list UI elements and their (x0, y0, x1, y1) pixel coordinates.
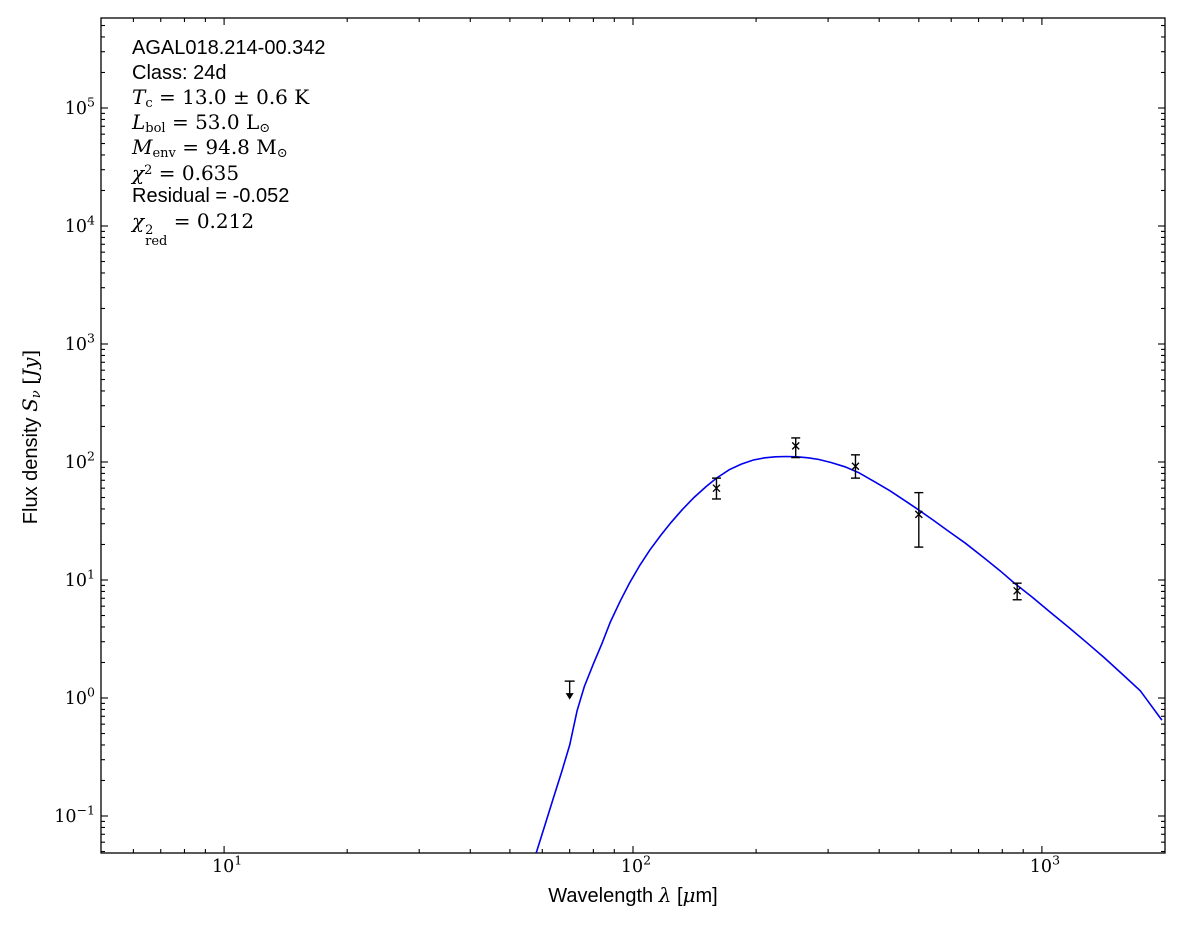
svg-text:104: 104 (65, 212, 95, 237)
svg-text:103: 103 (1030, 853, 1060, 878)
svg-text:10−1: 10−1 (54, 802, 95, 827)
x-minor-ticks (132, 18, 1024, 853)
svg-text:105: 105 (65, 94, 95, 119)
residual-line: Residual = -0.052 (132, 185, 290, 208)
svg-text:102: 102 (65, 448, 95, 473)
data-point-350um (850, 454, 860, 479)
y-axis-label: Flux density Sν [Jy] (18, 349, 44, 525)
data-point-870um (1012, 582, 1022, 601)
luminosity-line: Lbol = 53.0 L⊙ (132, 110, 271, 136)
svg-text:103: 103 (65, 330, 95, 355)
model-curve (535, 455, 1163, 853)
sub-sup-stack: 2 red (145, 223, 168, 250)
upper-limit-marker (564, 680, 575, 700)
svg-text:101: 101 (212, 853, 242, 878)
chi2-line: χ2 = 0.635 (132, 161, 240, 186)
photometry-points (711, 437, 1022, 601)
x-major-ticks (223, 18, 1043, 853)
svg-text:100: 100 (65, 684, 95, 709)
data-point-160um (711, 477, 721, 500)
x-axis-label: Wavelength λ [μm] (548, 883, 718, 907)
y-major-ticks (101, 107, 1165, 817)
y-minor-ticks (101, 24, 1165, 853)
svg-text:102: 102 (621, 853, 651, 878)
mass-line: Menv = 94.8 M⊙ (132, 134, 288, 161)
y-tick-labels: 105 104 103 102 101 100 10−1 (54, 94, 95, 827)
x-tick-labels: 101 102 103 (212, 853, 1060, 878)
source-name-line: AGAL018.214-00.342 (132, 37, 326, 59)
temperature-line: Tc = 13.0 ± 0.6 K (132, 85, 310, 112)
class-line: Class: 24d (132, 61, 227, 84)
chi2-red-line: χ 2 red = 0.212 (132, 208, 255, 250)
fit-parameters-annotation: AGAL018.214-00.342 Class: 24d Tc = 13.0 ± … (132, 36, 326, 250)
data-point-250um (791, 437, 801, 459)
svg-text:101: 101 (65, 566, 95, 591)
data-point-500um (914, 491, 924, 548)
